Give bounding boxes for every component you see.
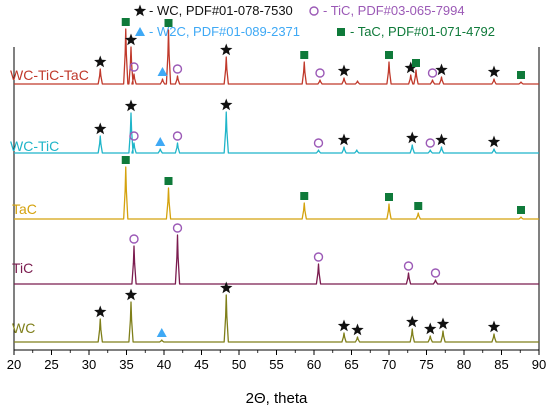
x-tick-label: 35: [119, 357, 133, 372]
x-axis-title: 2Θ, theta: [246, 390, 308, 407]
peak-marker-circle: [129, 62, 139, 72]
x-tick-label: 55: [269, 357, 283, 372]
series-line-TaC: [14, 166, 539, 220]
peak-marker-circle: [172, 64, 183, 74]
x-tick-label: 60: [307, 357, 321, 372]
peak-marker-star: [220, 281, 233, 294]
series-label-WC-TiC-TaC: WC-TiC-TaC: [10, 67, 89, 83]
peak-marker-square: [121, 18, 130, 26]
peak-marker-star: [124, 288, 138, 301]
peak-marker-square: [517, 71, 525, 79]
peak-marker-star: [220, 43, 233, 56]
peak-marker-circle: [172, 131, 183, 141]
x-tick-label: 85: [494, 357, 508, 372]
peak-marker-circle: [172, 223, 183, 233]
legend-marker-square: [337, 28, 345, 36]
x-tick-label: 70: [382, 357, 396, 372]
series-label-TaC: TaC: [12, 201, 37, 217]
peak-marker-star: [436, 317, 450, 330]
peak-marker-square: [414, 202, 423, 210]
peak-marker-square: [300, 51, 309, 59]
legend-label-square: - TaC, PDF#01-071-4792: [350, 24, 495, 39]
peak-marker-star: [94, 122, 107, 135]
peak-marker-star: [337, 319, 351, 332]
x-tick-label: 50: [232, 357, 246, 372]
peak-marker-square: [385, 51, 393, 59]
x-tick-label: 65: [344, 357, 358, 372]
series-label-TiC: TiC: [12, 260, 33, 276]
peak-marker-circle: [403, 261, 414, 271]
peak-marker-star: [337, 133, 351, 146]
peak-marker-square: [121, 156, 130, 164]
peak-marker-star: [404, 61, 417, 74]
series-label-WC: WC: [12, 320, 35, 336]
x-tick-label: 20: [7, 357, 21, 372]
x-tick-label: 45: [194, 357, 208, 372]
peak-marker-star: [487, 135, 501, 148]
peak-marker-star: [406, 131, 419, 144]
x-tick-label: 80: [457, 357, 471, 372]
peak-marker-circle: [313, 252, 324, 262]
peak-marker-square: [164, 19, 173, 27]
peak-marker-star: [351, 323, 364, 336]
x-tick-label: 75: [419, 357, 433, 372]
legend-label-triangle: - W2C, PDF#01-089-2371: [149, 24, 300, 39]
peak-marker-square: [164, 177, 173, 185]
peak-marker-circle: [315, 68, 325, 78]
series-line-WC-TiC-TaC: [14, 28, 539, 85]
peak-marker-circle: [313, 138, 324, 148]
peak-marker-star: [435, 133, 448, 146]
x-tick-label: 30: [82, 357, 96, 372]
legend-marker-star: [133, 4, 147, 17]
series-label-WC-TiC: WC-TiC: [10, 138, 59, 154]
peak-marker-star: [94, 55, 107, 68]
peak-marker-circle: [129, 234, 139, 244]
x-tick-label: 25: [44, 357, 58, 372]
peak-marker-square: [517, 206, 525, 214]
peak-marker-star: [406, 315, 419, 328]
series-line-TiC: [14, 234, 539, 285]
peak-marker-star: [487, 65, 501, 78]
peak-marker-circle: [427, 68, 438, 78]
peak-marker-star: [94, 305, 107, 318]
peak-marker-star: [435, 63, 448, 76]
legend-marker-circle: [309, 6, 319, 16]
peak-marker-square: [412, 59, 420, 67]
peak-marker-circle: [425, 138, 435, 148]
peak-marker-triangle: [156, 328, 167, 337]
peak-marker-star: [220, 98, 233, 111]
peak-marker-star: [424, 322, 437, 335]
x-tick-label: 40: [157, 357, 171, 372]
peak-marker-triangle: [157, 67, 168, 76]
peak-marker-triangle: [155, 137, 166, 146]
legend-marker-triangle: [135, 27, 145, 36]
legend-label-star: - WC, PDF#01-078-7530: [149, 3, 293, 18]
peak-marker-circle: [430, 268, 441, 278]
series-line-WC-TiC: [14, 111, 539, 154]
peak-marker-square: [300, 192, 309, 200]
peak-marker-star: [124, 33, 138, 46]
peak-marker-circle: [129, 131, 139, 141]
peak-marker-square: [385, 193, 393, 201]
peak-marker-star: [124, 99, 138, 112]
legend-label-circle: - TiC, PDF#03-065-7994: [323, 3, 465, 18]
series-line-WC: [14, 294, 539, 343]
peak-marker-star: [337, 64, 351, 77]
x-tick-label: 90: [532, 357, 546, 372]
peak-marker-star: [487, 320, 501, 333]
